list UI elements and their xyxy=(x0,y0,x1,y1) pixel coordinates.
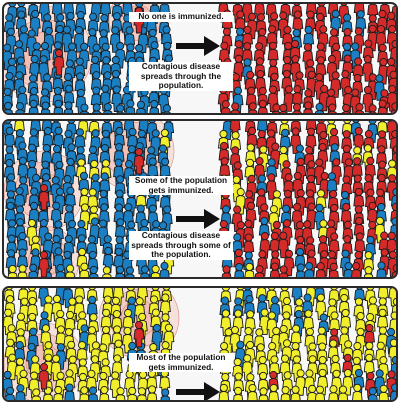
panel-most-immunization: Most of the population gets immunized. xyxy=(2,286,398,402)
person-icon xyxy=(327,104,337,115)
person-icon xyxy=(159,262,169,279)
panel-some-immunization: Some of the population gets immunized. C… xyxy=(2,119,398,279)
right-arrow-icon xyxy=(174,380,222,402)
caption-disease-spread: Contagious disease spreads through some … xyxy=(129,231,233,260)
person-icon xyxy=(304,262,314,279)
caption-immunization-status: Some of the population gets immunized. xyxy=(129,176,233,195)
person-icon xyxy=(270,263,280,279)
person-icon xyxy=(390,384,398,402)
person-icon xyxy=(258,100,268,115)
person-icon xyxy=(376,262,386,279)
person-icon xyxy=(149,100,159,115)
panel-no-immunization: No one is immunized. Contagious disease … xyxy=(2,2,398,115)
person-icon xyxy=(364,267,374,279)
right-arrow-icon xyxy=(174,34,222,58)
person-icon xyxy=(15,385,25,402)
person-icon xyxy=(329,263,339,279)
person-icon xyxy=(292,104,302,115)
caption-disease-spread: Contagious disease spreads through the p… xyxy=(129,62,233,91)
person-icon xyxy=(244,263,254,279)
person-icon xyxy=(234,263,244,279)
person-icon xyxy=(65,384,75,402)
person-icon xyxy=(4,102,13,115)
caption-immunization-status: Most of the population gets immunized. xyxy=(129,353,233,372)
person-icon xyxy=(379,385,389,402)
person-icon xyxy=(160,389,170,402)
person-icon xyxy=(247,384,257,402)
right-arrow-icon xyxy=(174,207,222,231)
person-icon xyxy=(79,104,89,115)
person-icon xyxy=(92,104,102,115)
person-icon xyxy=(316,263,326,279)
person-icon xyxy=(269,384,279,402)
person-icon xyxy=(352,384,362,402)
person-icon xyxy=(79,263,89,279)
caption-immunization-status: No one is immunized. xyxy=(129,12,233,22)
person-icon xyxy=(351,262,361,279)
person-icon xyxy=(278,104,288,115)
person-icon xyxy=(341,104,351,115)
